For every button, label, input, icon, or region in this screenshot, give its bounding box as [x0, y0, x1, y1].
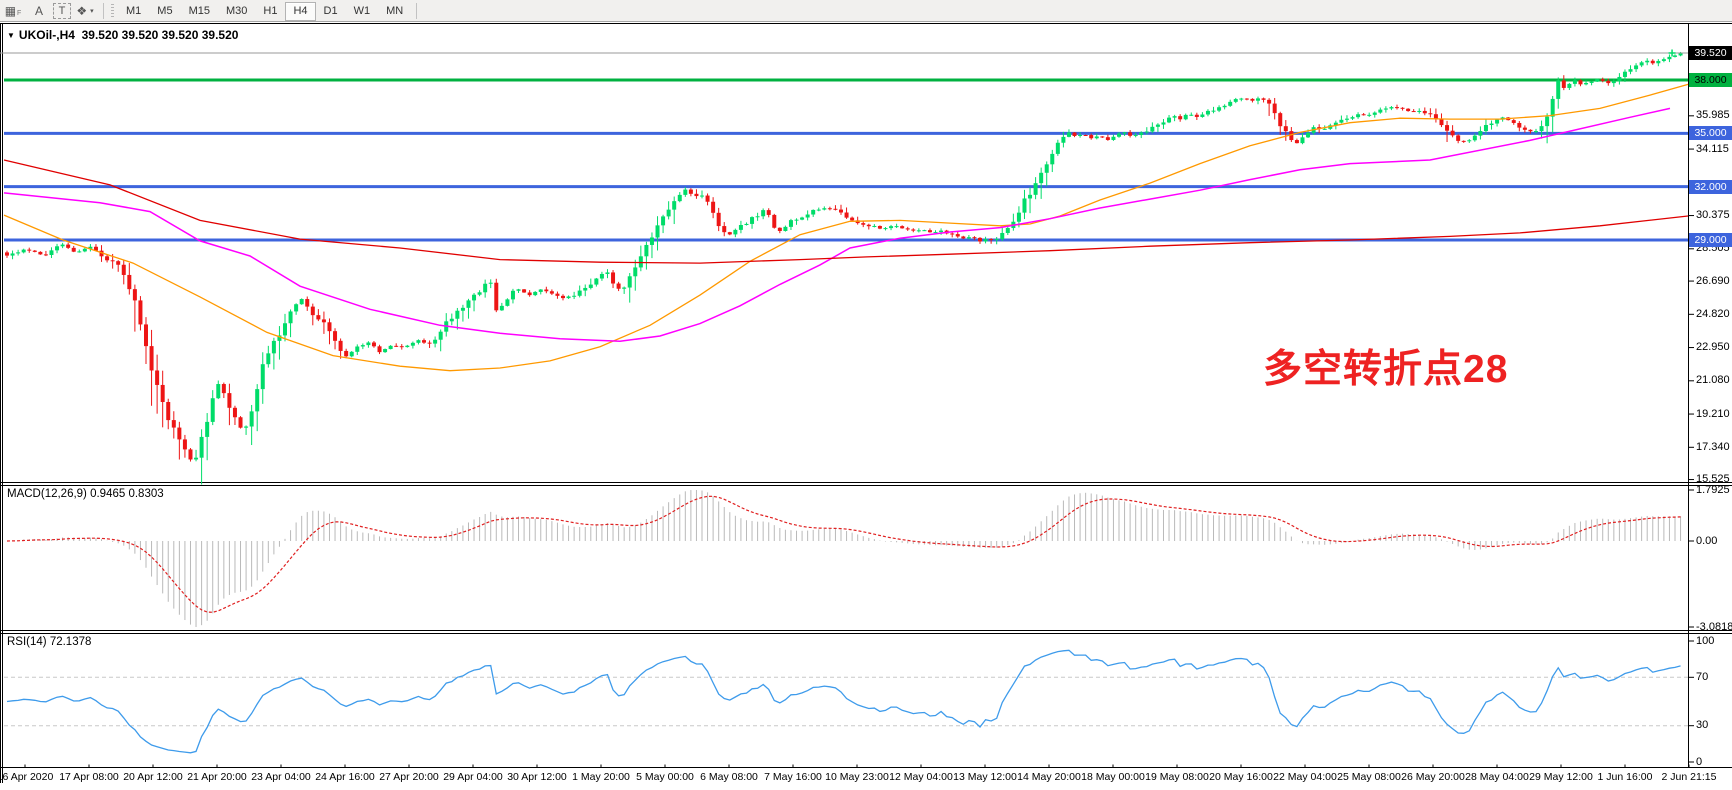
- price-axis-label: 15.525: [1696, 473, 1730, 486]
- timeframe-button-D1[interactable]: D1: [316, 2, 346, 21]
- time-axis-label: 17 Apr 08:00: [59, 771, 119, 783]
- timeframe-button-W1[interactable]: W1: [346, 2, 379, 21]
- price-axis-label: 22.950: [1696, 341, 1730, 354]
- chart-title: ▼ UKOil-,H4 39.520 39.520 39.520 39.520: [7, 28, 238, 42]
- toolbar-separator: [103, 2, 104, 19]
- time-axis-label: 16 Apr 2020: [0, 771, 54, 783]
- rsi-axis-label: 70: [1696, 670, 1709, 683]
- toolbar: ▦ F A T ❖ ▾ M1 M5 M15 M30 H1 H4 D1 W1 MN: [0, 0, 1732, 22]
- price-axis-label: 21.080: [1696, 374, 1730, 387]
- price-axis-label: 26.690: [1696, 274, 1730, 287]
- price-axis-label: 34.115: [1696, 142, 1729, 155]
- time-axis-label: 20 May 16:00: [1209, 771, 1273, 783]
- time-axis-label: 28 May 04:00: [1465, 771, 1529, 783]
- price-axis-label: 30.375: [1696, 209, 1730, 222]
- time-axis-label: 21 Apr 20:00: [187, 771, 247, 783]
- toolbar-drag-handle[interactable]: [111, 3, 114, 18]
- chevron-down-icon: ▾: [90, 7, 94, 15]
- timeframe-group: M1 M5 M15 M30 H1 H4 D1 W1 MN: [118, 1, 411, 21]
- time-axis-label: 22 May 04:00: [1273, 771, 1337, 783]
- rsi-axis-label: 30: [1696, 719, 1709, 732]
- ohlc-values: 39.520 39.520 39.520 39.520: [81, 28, 239, 42]
- time-axis-label: 29 May 12:00: [1529, 771, 1593, 783]
- chart-annotation-text: 多空转折点28: [1263, 348, 1509, 391]
- time-axis-label: 6 May 08:00: [700, 771, 758, 783]
- timeframe-button-M30[interactable]: M30: [218, 2, 255, 21]
- time-axis-label: 25 May 08:00: [1337, 771, 1401, 783]
- timeframe-button-M1[interactable]: M1: [118, 2, 149, 21]
- current-price-badge: 39.520: [1689, 45, 1732, 60]
- timeframe-button-H1[interactable]: H1: [255, 2, 285, 21]
- time-axis-label: 30 Apr 12:00: [507, 771, 567, 783]
- timeframe-button-H4[interactable]: H4: [285, 1, 316, 21]
- time-axis-label: 1 May 20:00: [572, 771, 630, 783]
- level-38-badge: 38.000: [1689, 73, 1732, 87]
- price-axis-label: 24.820: [1696, 307, 1730, 320]
- text-label-icon[interactable]: A: [34, 3, 43, 18]
- time-axis-label: 10 May 23:00: [825, 771, 889, 783]
- time-axis-label: 19 May 08:00: [1145, 771, 1209, 783]
- time-axis-label: 24 Apr 16:00: [315, 771, 375, 783]
- time-axis-label: 20 Apr 12:00: [123, 771, 183, 783]
- price-axis-label: 19.210: [1696, 407, 1730, 420]
- timeframe-button-M15[interactable]: M15: [181, 2, 218, 21]
- time-axis-label: 23 Apr 04:00: [251, 771, 311, 783]
- profiles-grid-icon[interactable]: ▦ F: [4, 3, 22, 18]
- symbol-period: UKOil-,H4: [18, 28, 75, 42]
- time-axis-label: 2 Jun 21:15: [1661, 771, 1717, 783]
- level-32-badge: 32.000: [1689, 179, 1732, 194]
- time-axis-label: 27 Apr 20:00: [379, 771, 439, 783]
- time-axis-label: 1 Jun 16:00: [1597, 771, 1653, 783]
- time-axis-label: 12 May 04:00: [889, 771, 953, 783]
- text-box-icon[interactable]: T: [53, 2, 71, 19]
- time-axis-label: 29 Apr 04:00: [443, 771, 503, 783]
- level-35-badge: 35.000: [1689, 126, 1732, 141]
- line-studies-icon[interactable]: ❖ ▾: [76, 3, 94, 18]
- macd-indicator-label: MACD(12,26,9) 0.9465 0.8303: [7, 488, 164, 500]
- symbol-dropdown-icon[interactable]: ▼: [7, 31, 15, 40]
- time-axis-label: 18 May 00:00: [1081, 771, 1145, 783]
- rsi-axis-label: 0: [1696, 755, 1703, 768]
- time-axis-label: 13 May 12:00: [953, 771, 1017, 783]
- time-axis-label: 26 May 20:00: [1401, 771, 1465, 783]
- rsi-axis-label: 100: [1696, 634, 1715, 647]
- macd-axis-label: 0.00: [1696, 534, 1718, 547]
- macd-axis-label: 1.7925: [1696, 483, 1730, 496]
- level-29-badge: 29.000: [1689, 233, 1732, 247]
- rsi-indicator-label: RSI(14) 72.1378: [7, 636, 92, 648]
- toolbar-separator: [416, 2, 418, 19]
- timeframe-button-M5[interactable]: M5: [149, 2, 180, 21]
- price-axis-label: 17.340: [1696, 440, 1730, 453]
- time-axis-label: 14 May 20:00: [1017, 771, 1081, 783]
- timeframe-button-MN[interactable]: MN: [378, 2, 411, 21]
- time-axis-label: 7 May 16:00: [764, 771, 822, 783]
- time-axis-label: 5 May 00:00: [636, 771, 694, 783]
- macd-axis-label: -3.0818: [1696, 620, 1732, 633]
- price-axis-label: 35.985: [1696, 109, 1730, 122]
